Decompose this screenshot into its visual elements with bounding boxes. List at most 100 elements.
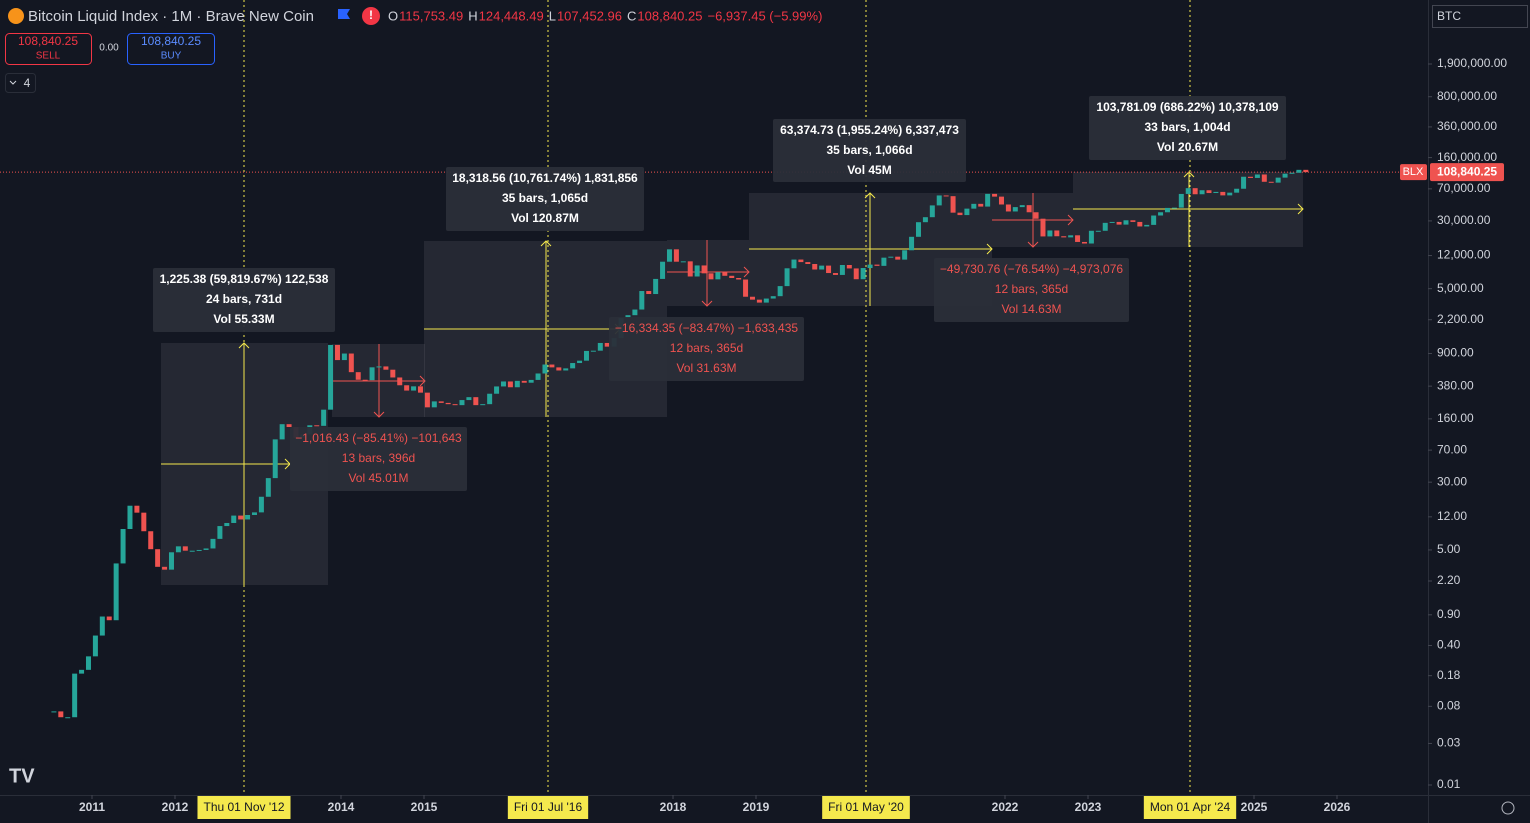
settings-icon[interactable] <box>1501 801 1515 815</box>
warning-icon[interactable] <box>362 7 380 25</box>
candle <box>397 377 403 386</box>
ohlc-key: C <box>627 8 636 23</box>
y-tick-label: 1,900,000.00 <box>1437 56 1507 70</box>
candle <box>272 439 278 479</box>
y-tick-label: 0.08 <box>1437 699 1461 713</box>
ohlc-key: H <box>468 8 477 23</box>
buy-button[interactable] <box>127 33 215 65</box>
candle <box>867 264 873 269</box>
candle <box>888 256 894 258</box>
candle <box>120 528 126 564</box>
x-tick-label: 2025 <box>1241 800 1268 814</box>
candle <box>1164 207 1170 213</box>
tv-logo[interactable]: TV <box>9 765 35 787</box>
measure-text: 12 bars, 365d <box>670 341 743 355</box>
candle <box>1102 222 1108 231</box>
arrow-head <box>1297 203 1304 215</box>
candle <box>286 424 292 428</box>
indicators-toggle[interactable] <box>5 73 36 93</box>
candle <box>666 249 672 262</box>
y-tick-label: 0.40 <box>1437 638 1461 652</box>
candle <box>708 273 714 280</box>
candle <box>1026 205 1032 213</box>
coin-icon <box>8 8 24 24</box>
symbol-title[interactable]: Bitcoin Liquid Index · 1M · Brave New Co… <box>28 8 314 25</box>
date-marker-bg <box>197 796 291 819</box>
candle <box>950 196 956 213</box>
candle <box>106 616 112 621</box>
measure-text: Vol 20.67M <box>1157 140 1218 154</box>
candle <box>148 531 154 550</box>
candle <box>556 367 562 371</box>
candle <box>1137 221 1143 227</box>
measure-text: 24 bars, 731d <box>206 292 282 306</box>
sell-button[interactable] <box>5 33 92 65</box>
candle <box>1275 177 1281 183</box>
x-tick-label: 2022 <box>992 800 1019 814</box>
candle <box>127 505 133 529</box>
measure-text: Vol 45.01M <box>348 471 408 485</box>
spread: 0.00 <box>99 43 119 54</box>
candle <box>390 369 396 378</box>
symbol-tag-bg <box>1400 164 1427 181</box>
candle <box>701 265 707 274</box>
ohlc-value: 108,840.25 <box>637 8 702 23</box>
measure-text: −1,016.43 (−85.41%) −101,643 <box>295 431 462 445</box>
candle <box>826 265 832 274</box>
candle <box>1241 176 1247 189</box>
measure-text: Vol 31.63M <box>676 361 736 375</box>
candle <box>203 548 209 550</box>
arrow-head <box>1067 214 1074 226</box>
chevron <box>9 80 17 85</box>
candle <box>1268 181 1274 183</box>
candle <box>1123 220 1129 225</box>
candle <box>404 385 410 391</box>
candle <box>431 401 437 408</box>
candle <box>238 515 244 520</box>
candle <box>922 217 928 223</box>
flag[interactable] <box>338 9 350 19</box>
indicators-count: 4 <box>24 76 31 90</box>
arrow-head <box>743 266 750 278</box>
x-tick-label: 2018 <box>660 800 687 814</box>
currency-box[interactable] <box>1432 5 1528 28</box>
x-tick-label: 2014 <box>328 800 355 814</box>
y-tick-label: 0.90 <box>1437 607 1461 621</box>
candle <box>1019 205 1025 208</box>
candle <box>72 673 78 718</box>
measure-label-bg <box>609 317 804 381</box>
candle <box>915 222 921 237</box>
candle <box>1109 221 1115 223</box>
measure-label-bg <box>290 427 467 491</box>
price-tag: 108,840.25 <box>1437 164 1497 178</box>
candle <box>791 259 797 269</box>
candle <box>832 273 838 275</box>
measure-text: 35 bars, 1,065d <box>502 191 588 205</box>
candle <box>466 397 472 401</box>
y-tick-label: 5,000.00 <box>1437 281 1484 295</box>
candle <box>279 424 285 440</box>
candle <box>196 549 202 551</box>
candle <box>1247 176 1253 178</box>
candle <box>770 296 776 299</box>
candle <box>231 515 237 523</box>
candle <box>355 372 361 380</box>
candle <box>1261 174 1267 182</box>
ohlc-value: 115,753.49 <box>399 8 463 23</box>
measure-text: −49,730.76 (−76.54%) −4,973,076 <box>940 262 1123 276</box>
measure-text: Vol 55.33M <box>213 312 274 326</box>
measure-text: Vol 14.63M <box>1001 302 1061 316</box>
candle <box>182 546 188 551</box>
y-tick-label: 30,000.00 <box>1437 213 1491 227</box>
measure-text: 1,225.38 (59,819.67%) 122,538 <box>160 272 329 286</box>
date-marker-bg <box>822 796 910 819</box>
y-tick-label: 30.00 <box>1437 474 1467 488</box>
candle <box>860 268 866 280</box>
candle <box>577 360 583 364</box>
candle <box>452 404 458 406</box>
x-tick-label: 2015 <box>411 800 438 814</box>
measure-text: −16,334.35 (−83.47%) −1,633,435 <box>615 321 798 335</box>
candle <box>1254 174 1260 178</box>
candle <box>1227 192 1233 196</box>
